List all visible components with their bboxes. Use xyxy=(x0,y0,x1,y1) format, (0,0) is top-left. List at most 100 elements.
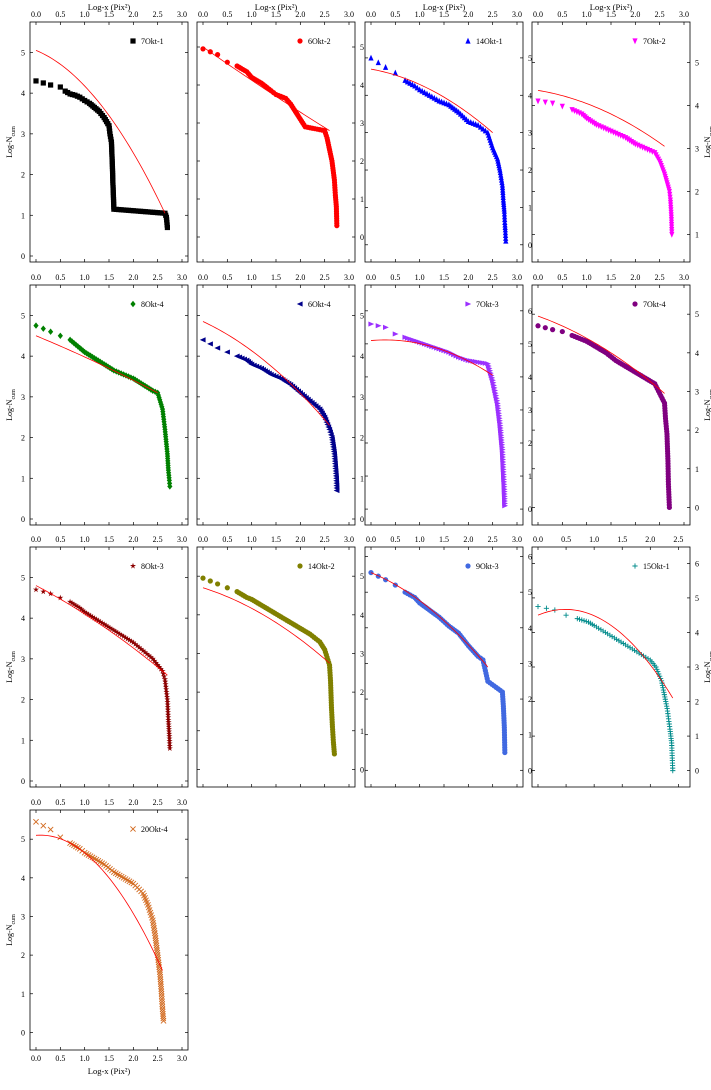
data-point xyxy=(153,944,160,951)
y-tick-label: 2 xyxy=(695,187,699,196)
legend-marker xyxy=(465,301,472,307)
y-tick-label: 5 xyxy=(695,58,699,67)
data-point xyxy=(159,998,165,1005)
data-point xyxy=(392,69,398,76)
data-point xyxy=(550,100,556,107)
x-tick-label: 0.0 xyxy=(366,535,376,544)
fit-curve xyxy=(35,834,163,971)
y-axis-label: Log-Ncum xyxy=(5,651,17,683)
x-axis-title: Log-x (Pix²) xyxy=(88,2,131,12)
legend-marker xyxy=(297,563,303,569)
data-point xyxy=(498,171,504,178)
data-point xyxy=(33,78,39,84)
data-point xyxy=(157,973,164,980)
data-point xyxy=(501,210,508,217)
y-tick-label: 4 xyxy=(360,81,364,90)
fit-curve xyxy=(370,572,489,668)
plot-frame xyxy=(364,284,524,526)
data-point xyxy=(106,624,114,631)
x-tick-label: 1.5 xyxy=(104,273,114,282)
data-point xyxy=(164,706,171,713)
data-point xyxy=(207,341,213,347)
data-point xyxy=(136,644,143,651)
y-tick-label: 1 xyxy=(528,203,532,212)
data-layer xyxy=(368,321,509,509)
x-tick-label: 0.5 xyxy=(390,10,400,19)
data-point xyxy=(40,80,46,86)
x-axis-title: Log-x (Pix²) xyxy=(423,2,466,12)
x-tick-label: 2.0 xyxy=(295,273,305,282)
y-tick-label: 2 xyxy=(21,951,25,960)
data-point xyxy=(331,751,337,757)
legend-marker xyxy=(130,300,136,308)
data-point xyxy=(158,986,165,992)
y-tick-label: 2 xyxy=(21,434,25,443)
x-tick-label: 1.5 xyxy=(271,535,281,544)
y-tick-label: 3 xyxy=(528,129,532,138)
y-tick-label: 0 xyxy=(695,767,699,776)
chart-panel-8: 0.0 0.5 1.0 1.5 2.0 2.5 3.0 0 1 2 3 4 5 7Okt-4 Log-Ncu… xyxy=(531,273,711,526)
data-layer xyxy=(200,46,340,229)
data-point xyxy=(40,822,47,829)
x-tick-label: 2.5 xyxy=(488,10,498,19)
y-axis-label: Log-Ncum xyxy=(5,389,17,421)
data-point xyxy=(156,969,163,975)
x-tick-label: 1.0 xyxy=(247,273,257,282)
y-tick-label: 5 xyxy=(21,835,25,844)
data-point xyxy=(497,169,503,176)
y-tick-label: 2 xyxy=(360,688,364,697)
x-tick-label: 0.0 xyxy=(198,535,208,544)
legend-marker xyxy=(632,301,638,307)
data-point xyxy=(151,657,158,664)
data-point xyxy=(160,1010,166,1017)
data-point xyxy=(383,324,389,330)
data-point xyxy=(106,123,112,129)
data-layer xyxy=(33,818,167,1024)
plot-frame xyxy=(29,546,189,788)
data-point xyxy=(75,343,81,350)
data-layer xyxy=(200,575,337,757)
data-point xyxy=(83,610,90,616)
x-tick-label: 2.0 xyxy=(630,10,640,19)
data-point xyxy=(160,670,167,677)
x-tick-label: 1.5 xyxy=(606,10,616,19)
x-tick-label: 3.0 xyxy=(177,273,187,282)
data-point xyxy=(157,978,164,985)
data-point xyxy=(375,59,381,66)
data-point xyxy=(158,993,165,1000)
y-tick-label: 1 xyxy=(695,732,699,741)
y-tick-label: 4 xyxy=(695,349,699,358)
data-point xyxy=(156,663,163,670)
data-point xyxy=(543,605,550,611)
data-point xyxy=(153,659,160,666)
y-tick-label: 5 xyxy=(695,310,699,319)
data-point xyxy=(661,689,667,695)
x-tick-label: 2.5 xyxy=(655,273,665,282)
x-tick-label: 1.0 xyxy=(247,535,257,544)
chart-panel-6: 0.0 0.5 1.0 1.5 2.0 2.5 3.0 0 1 2 3 4 5 6Okt-4 xyxy=(196,273,364,526)
chart-panel-7: 0.0 0.5 1.0 1.5 2.0 2.5 3.0 0 1 2 3 4 5 6 7Okt-3 xyxy=(364,273,532,526)
data-point xyxy=(157,981,164,988)
x-tick-label: 1.5 xyxy=(271,10,281,19)
data-layer xyxy=(368,569,508,756)
data-point xyxy=(85,611,92,618)
fit-curve xyxy=(537,315,665,394)
y-axis-label: Log-Ncum xyxy=(703,389,711,421)
data-point xyxy=(108,625,115,632)
data-point xyxy=(199,337,206,343)
data-point xyxy=(563,612,569,618)
data-point xyxy=(160,1017,167,1024)
y-tick-label: 0 xyxy=(528,241,532,250)
plot-frame xyxy=(29,809,189,1051)
x-tick-label: 0.5 xyxy=(390,273,400,282)
data-point xyxy=(157,976,164,983)
data-point xyxy=(224,349,230,355)
x-tick-label: 0.5 xyxy=(55,10,65,19)
x-tick-label: 2.0 xyxy=(630,273,640,282)
y-tick-label: 1 xyxy=(695,465,699,474)
x-tick-label: 3.0 xyxy=(344,10,354,19)
data-point xyxy=(143,650,150,657)
data-point xyxy=(542,99,548,106)
data-layer xyxy=(32,585,173,752)
x-tick-label: 0.0 xyxy=(533,273,543,282)
